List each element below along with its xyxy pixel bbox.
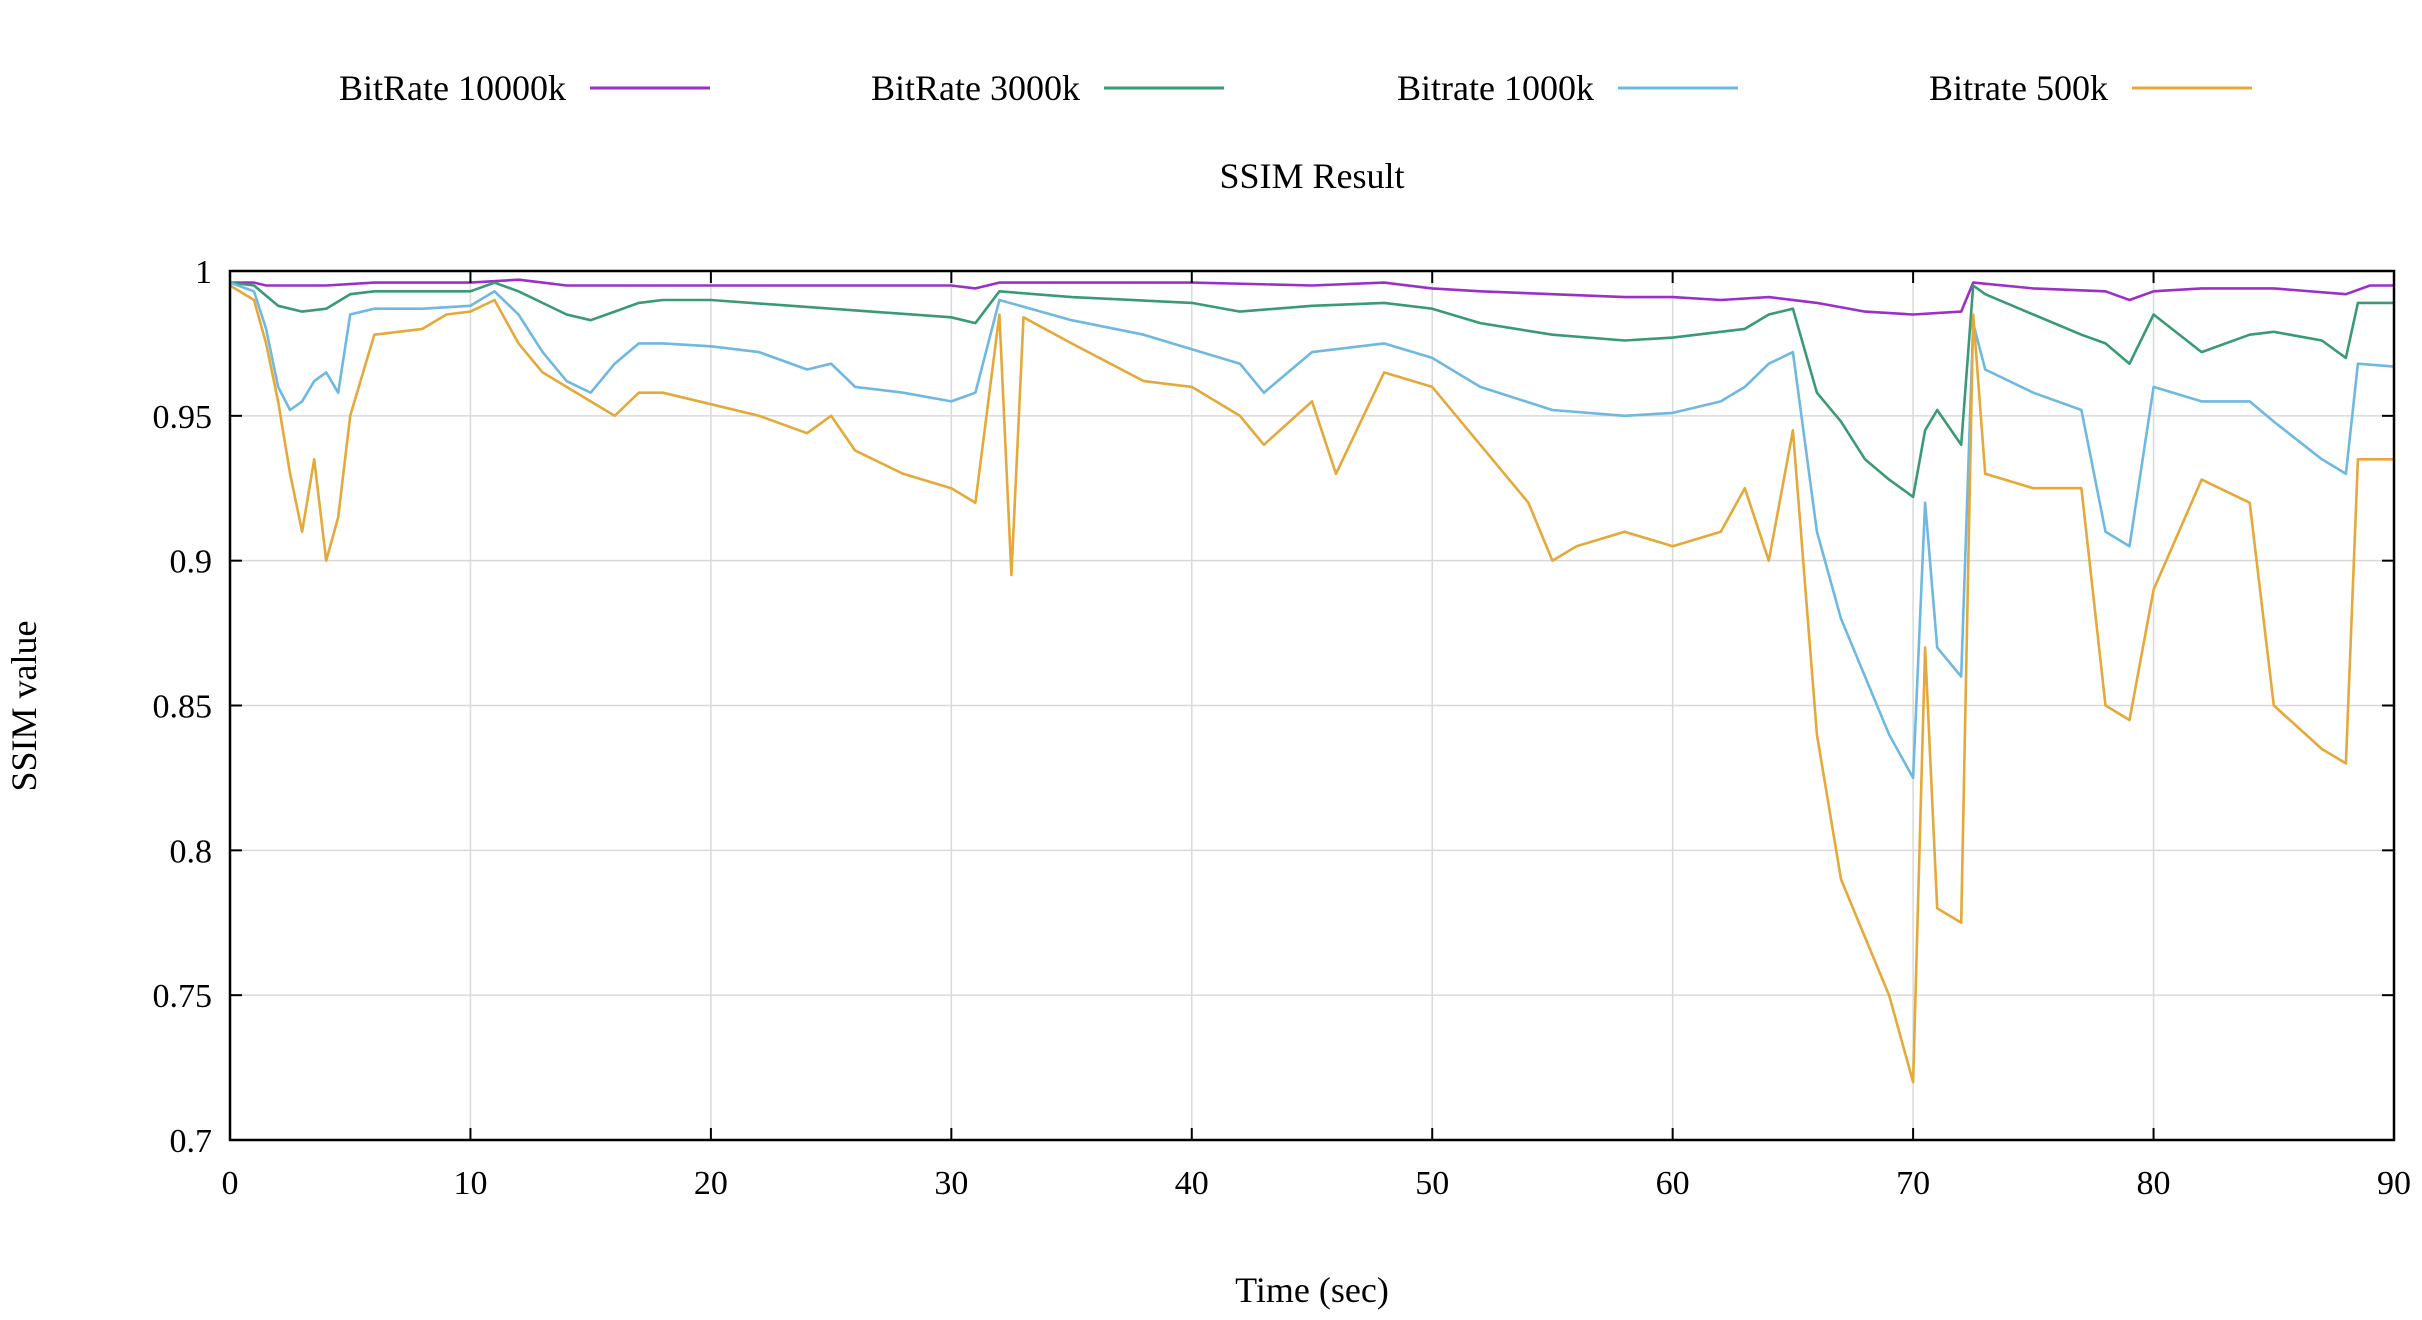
series-line-bitrate-1000k (229, 281, 2395, 780)
y-axis-title: SSIM value (4, 621, 44, 792)
x-tick-label: 50 (1415, 1165, 1449, 1202)
y-tick-label: 1 (195, 254, 212, 291)
y-tick-label: 0.85 (153, 689, 213, 726)
x-tick-label: 70 (1896, 1165, 1930, 1202)
x-tick-label: 60 (1656, 1165, 1690, 1202)
legend-label: BitRate 3000k (871, 68, 1080, 108)
x-tick-label: 0 (222, 1165, 239, 1202)
y-tick-label: 0.9 (170, 544, 213, 581)
legend-label: Bitrate 1000k (1397, 68, 1594, 108)
x-tick-label: 20 (694, 1165, 728, 1202)
legend-item-bitrate-500k: Bitrate 500k (1929, 68, 2252, 108)
x-tick-label: 10 (453, 1165, 487, 1202)
x-tick-label: 80 (2137, 1165, 2171, 1202)
x-tick-label: 30 (934, 1165, 968, 1202)
legend-label: Bitrate 500k (1929, 68, 2108, 108)
y-tick-label: 0.75 (153, 978, 213, 1015)
legend-item-bitrate-10000k: BitRate 10000k (339, 68, 710, 108)
x-tick-label: 90 (2377, 1165, 2411, 1202)
y-tick-label: 0.95 (153, 399, 213, 436)
legend-item-bitrate-1000k: Bitrate 1000k (1397, 68, 1738, 108)
chart-title: SSIM Result (1219, 156, 1404, 196)
x-axis-title: Time (sec) (1235, 1270, 1389, 1310)
y-tick-label: 0.7 (170, 1123, 213, 1160)
legend-item-bitrate-3000k: BitRate 3000k (871, 68, 1224, 108)
legend: BitRate 10000k BitRate 3000k Bitrate 1000k… (339, 68, 2252, 108)
grid (230, 271, 2394, 1140)
x-tick-label: 40 (1175, 1165, 1209, 1202)
legend-label: BitRate 10000k (339, 68, 566, 108)
series-line-bitrate-500k (229, 284, 2394, 1084)
y-tick-label: 0.8 (170, 833, 213, 870)
series-lines (229, 278, 2395, 1084)
series-line-bitrate-3000k (229, 281, 2394, 499)
